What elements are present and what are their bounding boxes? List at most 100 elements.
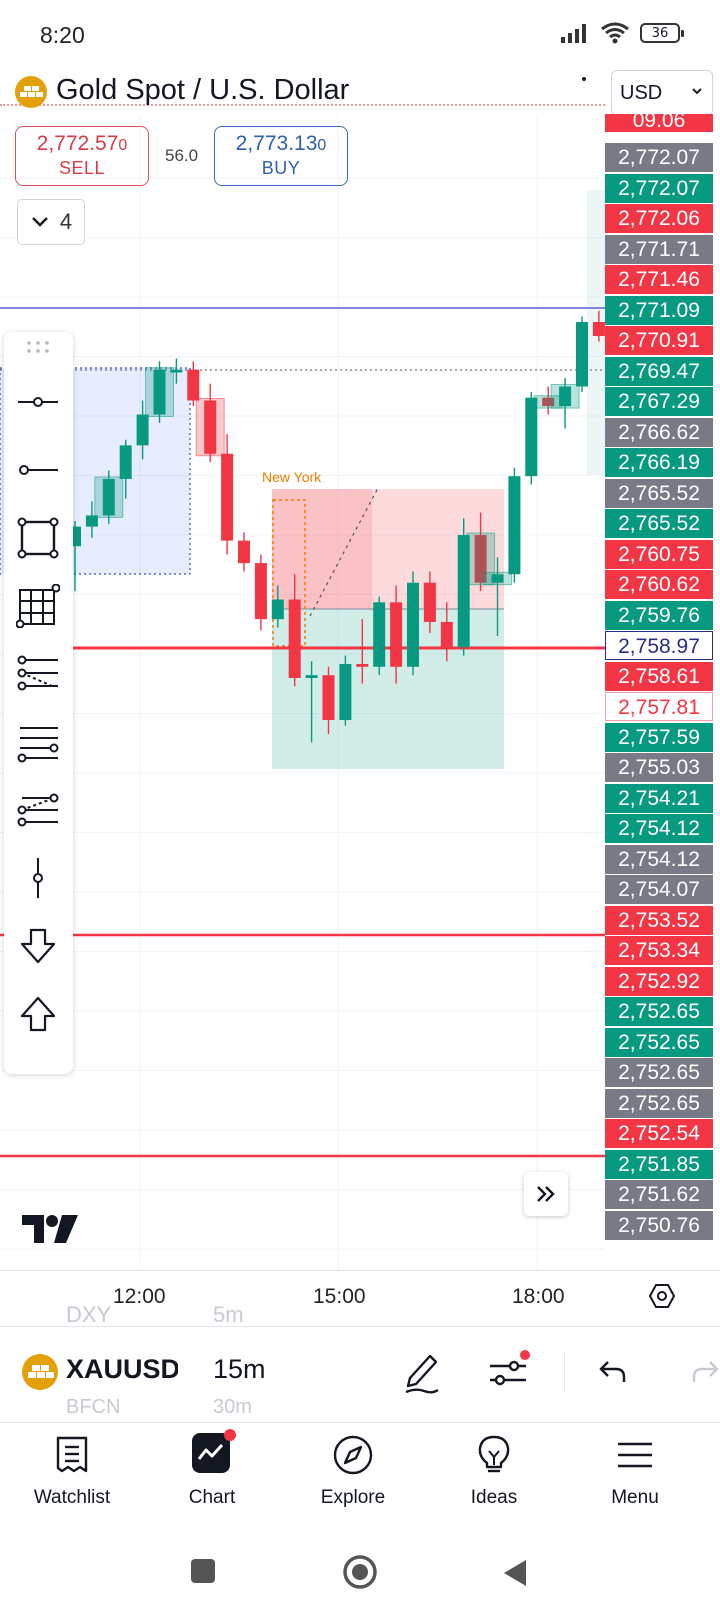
lightbulb-icon — [472, 1433, 516, 1477]
nav-label: Ideas — [470, 1487, 518, 1508]
time-axis[interactable]: 12:00 15:00 18:00 — [0, 1270, 720, 1326]
order-block-box — [145, 367, 174, 418]
price-scale[interactable]: 09.06 2,772.07 2,772.07 2,772.06 2,771.71 2,7… — [605, 110, 713, 1270]
drawing-tools-button[interactable] — [402, 1350, 442, 1399]
price-chart[interactable]: New York — [0, 0, 720, 1270]
sell-price-small: 0 — [118, 137, 128, 154]
toolbar-drag-handle[interactable] — [8, 332, 68, 362]
home-button[interactable] — [342, 1554, 378, 1595]
price-scale-label: 2,754.21 — [605, 783, 713, 813]
time-tick-label: 18:00 — [512, 1285, 565, 1308]
tradingview-logo-icon — [22, 1215, 78, 1243]
candle-body — [119, 445, 132, 479]
vertical-line-icon — [33, 858, 43, 898]
triangle-back-icon — [504, 1560, 526, 1586]
indicators-collapse-button[interactable]: 4 — [17, 199, 85, 245]
buy-price-small: 0 — [317, 137, 327, 154]
status-icons: 36 — [560, 22, 684, 44]
signal-icon — [561, 24, 586, 43]
price-scale-label: 2,753.34 — [605, 936, 713, 965]
candle-body — [592, 322, 605, 337]
redo-icon — [692, 1361, 719, 1382]
nav-menu[interactable]: Menu — [575, 1423, 695, 1531]
price-scale-label: 2,751.85 — [605, 1149, 713, 1179]
battery-icon: 36 — [640, 23, 684, 43]
chart-notification-dot — [224, 1429, 236, 1441]
price-scale-label: 2,771.46 — [605, 265, 713, 294]
candle-body — [170, 369, 183, 373]
back-button[interactable] — [502, 1558, 528, 1593]
tool-arrow-down[interactable] — [8, 916, 68, 976]
scroll-to-realtime-button[interactable] — [524, 1172, 568, 1216]
candle-body — [187, 369, 200, 401]
gold-logo-icon — [15, 76, 47, 108]
price-scale-label: 2,757.81 — [605, 692, 713, 721]
recents-button[interactable] — [190, 1558, 216, 1589]
sell-price: 2,772.57 — [36, 132, 119, 155]
buy-button[interactable]: 2,773.130 BUY — [214, 126, 348, 186]
projection-line — [309, 487, 379, 617]
price-scale-label: 2,766.62 — [605, 417, 713, 447]
candle-body — [407, 582, 419, 667]
tool-fib-extension[interactable] — [8, 780, 68, 840]
tool-arrow-up[interactable] — [8, 984, 68, 1044]
redo-button[interactable] — [690, 1358, 720, 1391]
drawing-toolbar — [4, 332, 73, 1074]
indicators-button[interactable] — [488, 1352, 528, 1397]
price-scale-label: 2,754.12 — [605, 844, 713, 874]
price-scale-label: 2,759.76 — [605, 600, 713, 630]
nav-ideas[interactable]: Ideas — [434, 1423, 554, 1531]
price-scale-label: 2,767.29 — [605, 387, 713, 416]
tool-rectangle[interactable] — [8, 508, 68, 568]
price-scale-label: 2,765.52 — [605, 478, 713, 508]
tool-parallel-channel[interactable] — [8, 712, 68, 772]
price-scale-label: 2,771.09 — [605, 295, 713, 325]
chart-settings-button[interactable] — [648, 1282, 676, 1315]
fib-retracement-icon — [17, 655, 58, 691]
undo-button[interactable] — [598, 1358, 628, 1391]
position-stop-zone-inner — [272, 489, 372, 609]
buy-price: 2,773.13 — [235, 132, 318, 155]
tool-horizontal-ray[interactable] — [8, 440, 68, 500]
price-scale-label: 2,769.47 — [605, 356, 713, 386]
candle-body — [525, 397, 538, 477]
candle-body — [322, 675, 335, 721]
time-tick-label: 15:00 — [313, 1285, 366, 1308]
price-scale-label: 2,754.07 — [605, 875, 713, 904]
nav-watchlist[interactable]: Watchlist — [12, 1423, 132, 1531]
interval-selector[interactable]: 15m — [213, 1354, 266, 1384]
nav-explore[interactable]: Explore — [293, 1423, 413, 1531]
arrow-up-icon — [20, 996, 56, 1032]
tool-grid[interactable] — [8, 576, 68, 636]
status-bar: 8:20 36 — [0, 0, 720, 70]
price-scale-label: 2,758.97 — [605, 631, 713, 660]
indicators-notification-dot — [520, 1350, 530, 1360]
symbol-selector[interactable]: XAUUSD — [66, 1354, 178, 1384]
tool-vertical-line[interactable] — [8, 848, 68, 908]
ghost-symbol-next: BFCN — [66, 1396, 121, 1418]
header-divider — [0, 104, 605, 106]
price-scale-label: 2,752.65 — [605, 1088, 713, 1118]
tool-fib-retracement[interactable] — [8, 644, 68, 704]
symbol-bar-divider — [564, 1352, 565, 1392]
price-scale-label: 2,752.65 — [605, 997, 713, 1026]
candle-body — [288, 599, 301, 678]
sell-button[interactable]: 2,772.570 SELL — [15, 126, 149, 186]
nav-chart[interactable]: Chart — [152, 1423, 272, 1531]
price-scale-label: 2,765.52 — [605, 509, 713, 538]
candle-body — [542, 397, 555, 407]
instrument-title[interactable]: Gold Spot / U.S. Dollar — [56, 74, 350, 106]
candle-body — [254, 563, 267, 620]
price-scale-label: 2,752.65 — [605, 1058, 713, 1087]
fib-extension-icon — [17, 793, 59, 827]
candle-body — [102, 478, 115, 516]
price-scale-label: 2,753.52 — [605, 905, 713, 935]
candle-body — [508, 476, 521, 575]
candle-body — [271, 599, 284, 620]
tool-horizontal-line[interactable] — [8, 372, 68, 432]
compass-icon — [331, 1433, 375, 1477]
nav-label: Explore — [320, 1487, 386, 1508]
price-scale-label: 2,772.07 — [605, 143, 713, 172]
price-scale-label: 2,752.65 — [605, 1027, 713, 1057]
